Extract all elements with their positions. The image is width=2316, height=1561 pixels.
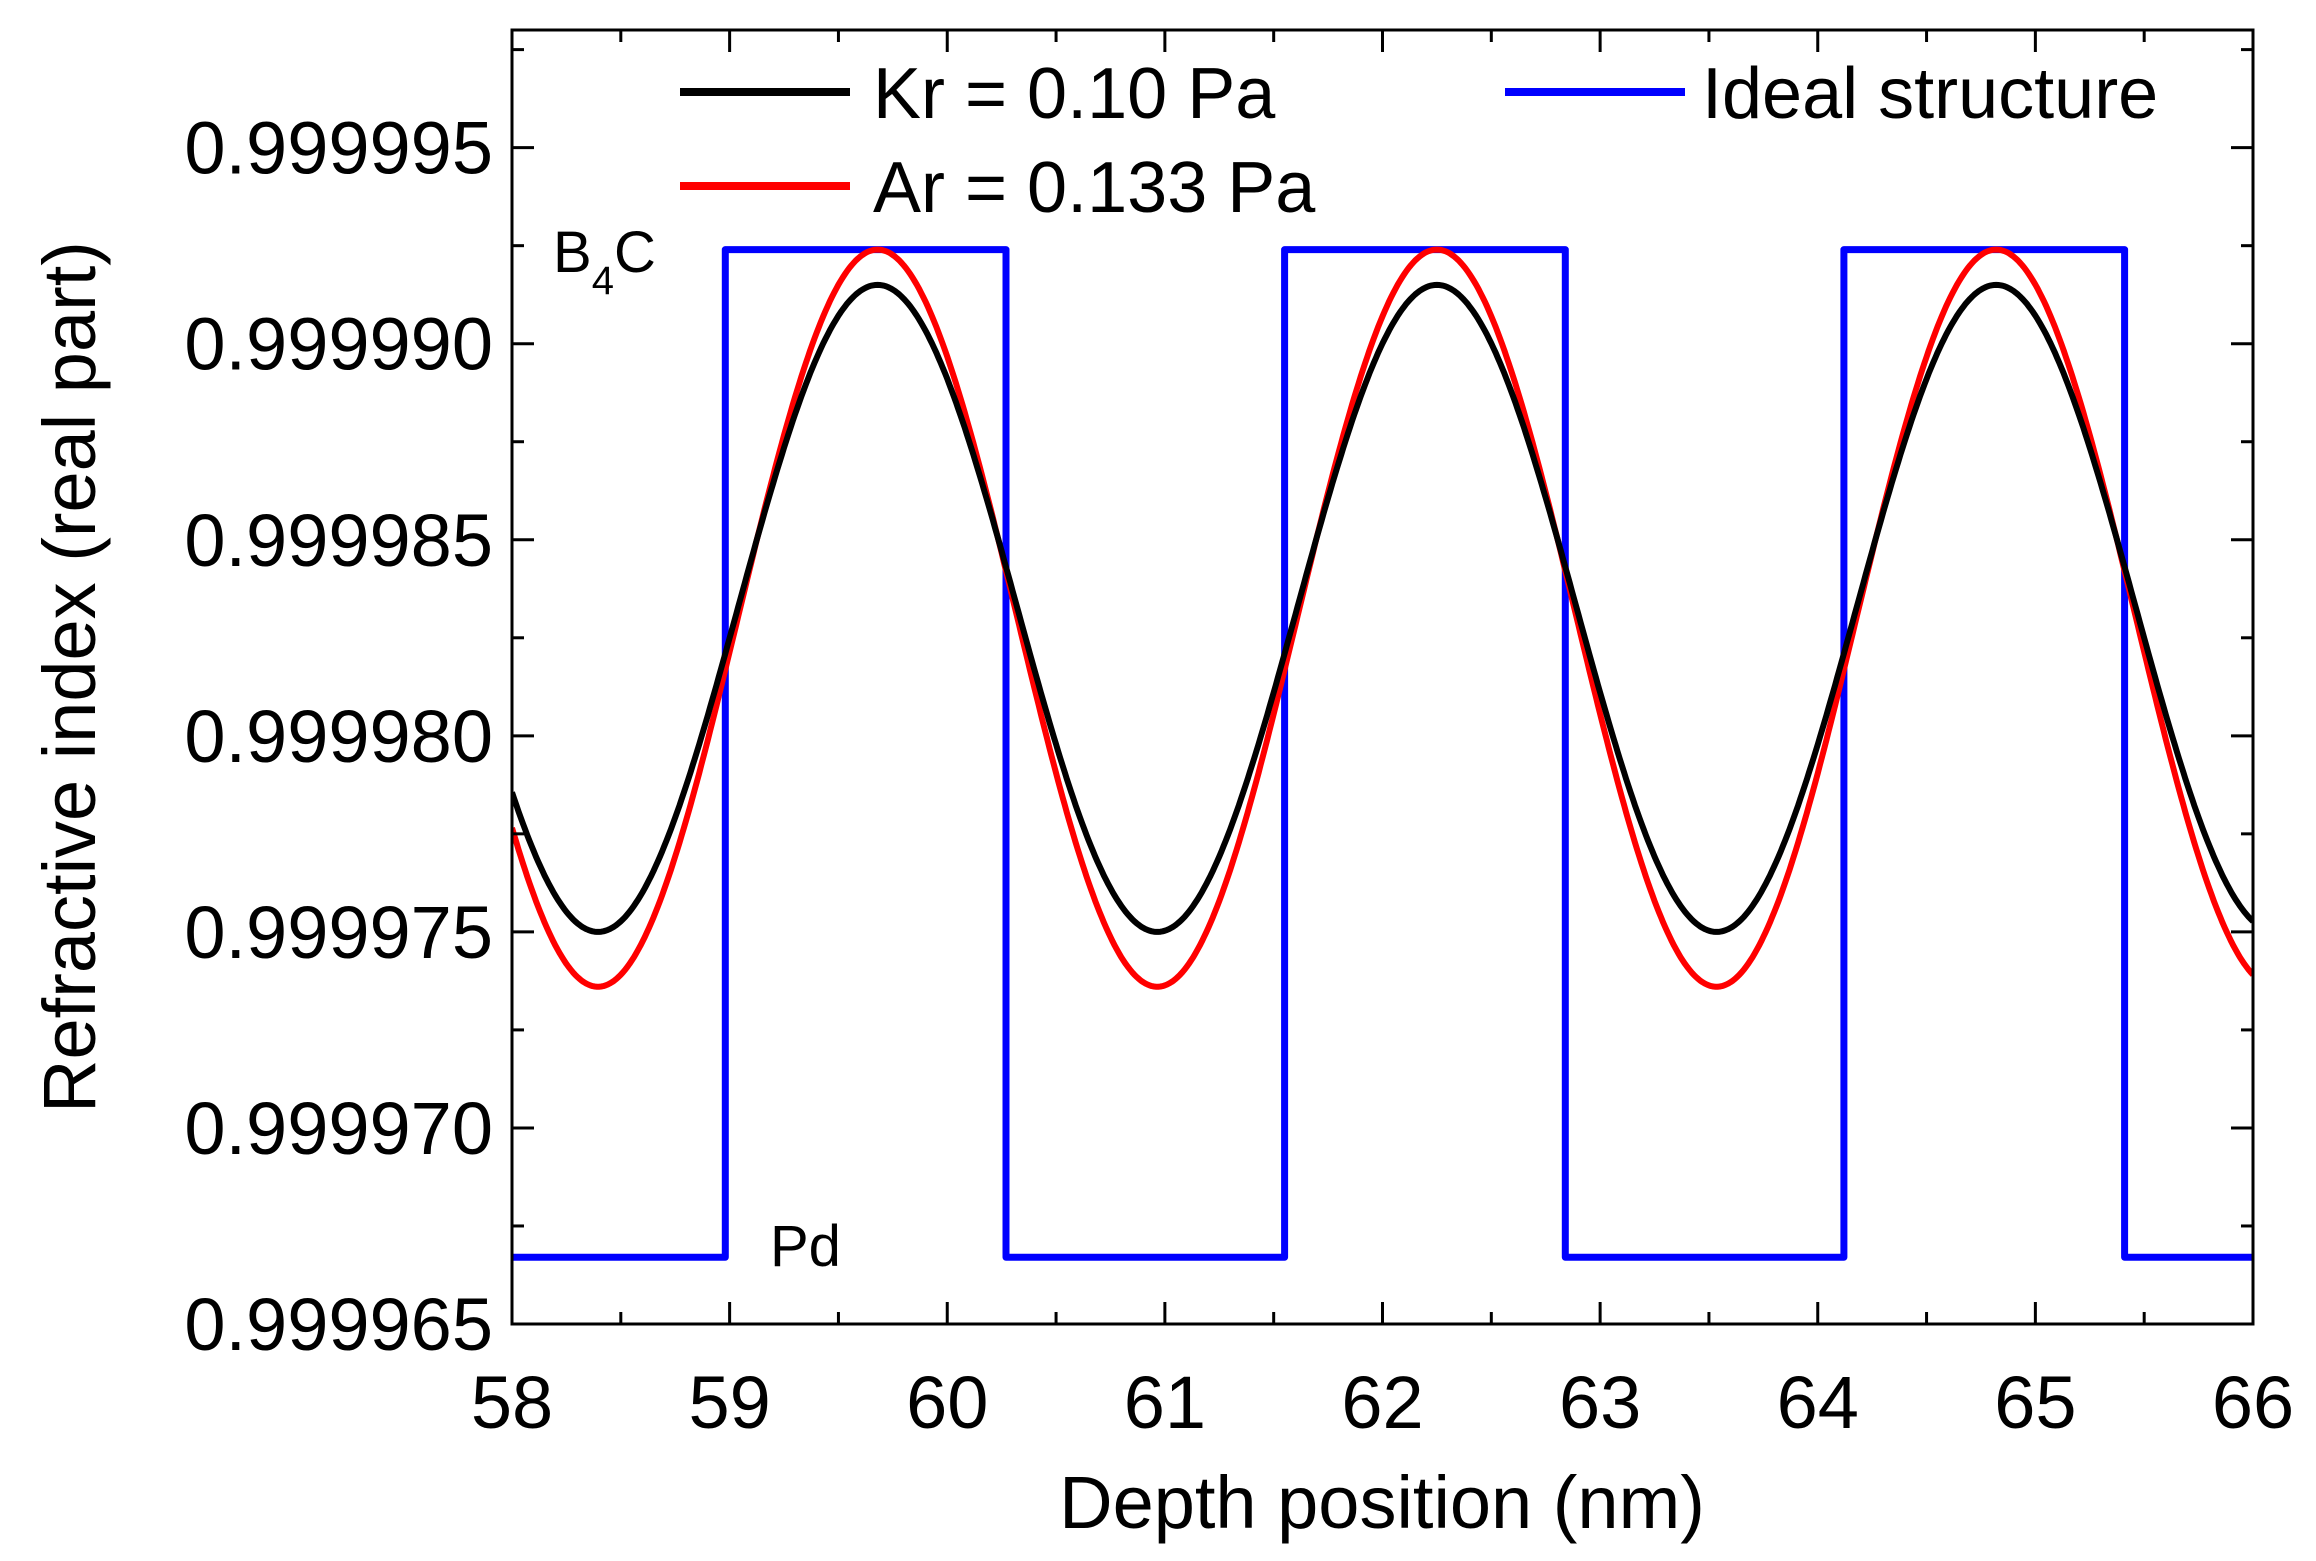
y-tick-label: 0.999990 [184, 303, 493, 386]
series-layer [512, 246, 2253, 1261]
x-tick-label: 64 [1777, 1361, 1859, 1444]
y-tick-label: 0.999970 [184, 1087, 493, 1170]
x-axis-title: Depth position (nm) [1059, 1461, 1705, 1544]
y-tick-label: 0.999995 [184, 107, 493, 190]
x-tick-label: 61 [1124, 1361, 1206, 1444]
legend-label-kr: Kr = 0.10 Pa [873, 54, 1276, 134]
y-tick-label: 0.999980 [184, 695, 493, 778]
annotation-b4c: B4C [553, 220, 656, 303]
x-tick-label: 66 [2212, 1361, 2294, 1444]
x-tick-label: 58 [471, 1361, 553, 1444]
series-line-ideal [512, 246, 2253, 1261]
series-line-kr [512, 281, 2253, 935]
x-tick-label: 60 [906, 1361, 988, 1444]
legend-label-ar: Ar = 0.133 Pa [873, 148, 1316, 228]
x-tick-label: 65 [1994, 1361, 2076, 1444]
y-axis-title: Refractive index (real part) [28, 241, 111, 1113]
x-tick-label: 62 [1341, 1361, 1423, 1444]
plot-frame [510, 28, 2255, 1326]
y-tick-label: 0.999975 [184, 891, 493, 974]
x-tick-label: 59 [688, 1361, 770, 1444]
legend: Kr = 0.10 Pa Ar = 0.133 Pa Ideal structu… [680, 54, 2158, 228]
annotation-pd: Pd [770, 1214, 841, 1279]
x-tick-label: 63 [1559, 1361, 1641, 1444]
y-tick-label: 0.999985 [184, 499, 493, 582]
y-tick-label: 0.999965 [184, 1283, 493, 1366]
series-line-ar [512, 246, 2253, 990]
ticks-layer: 58 59 60 61 62 63 64 65 66 0.999965 0.999970 0.9999… [184, 30, 2294, 1444]
legend-label-ideal: Ideal structure [1702, 54, 2158, 134]
